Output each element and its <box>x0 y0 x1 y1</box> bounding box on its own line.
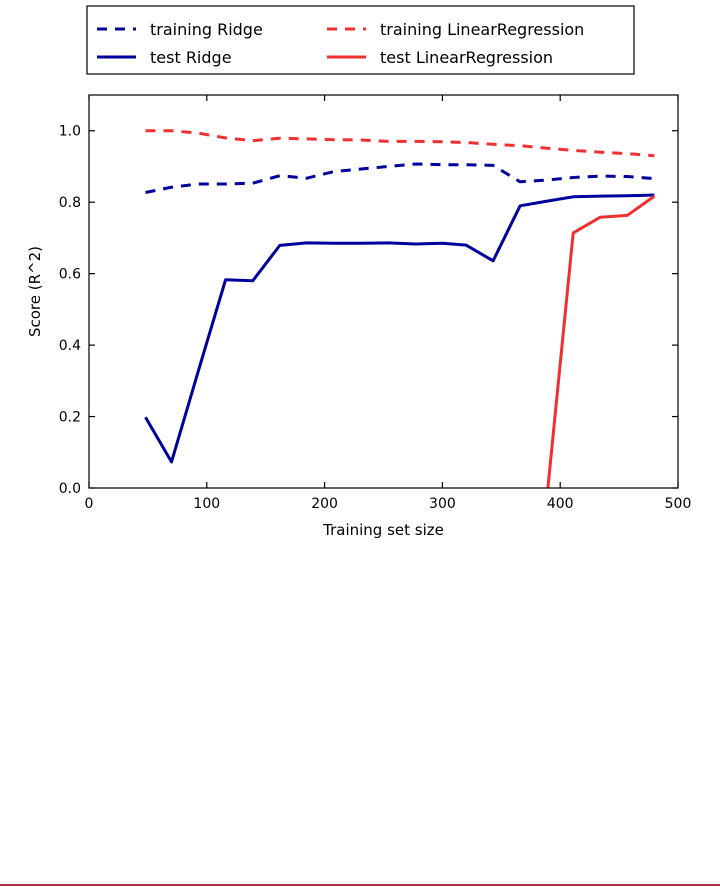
series-line-training-ridge <box>145 162 655 194</box>
x-tick-label: 400 <box>547 496 574 512</box>
legend-label-test-ridge: test Ridge <box>150 48 232 67</box>
page-bottom-rule <box>0 884 720 886</box>
x-tick-label: 300 <box>429 496 456 512</box>
y-tick-label: 0.8 <box>59 195 81 211</box>
x-tick-label: 0 <box>85 496 94 512</box>
y-tick-label: 0.2 <box>59 410 81 426</box>
y-tick-label: 1.0 <box>59 124 81 140</box>
plot-frame <box>88 94 679 489</box>
legend-label-training-ridge: training Ridge <box>150 20 263 39</box>
y-axis-label: Score (R^2) <box>26 246 44 337</box>
legend: training Ridge test Ridge training Linea… <box>86 5 635 75</box>
x-tick-label: 200 <box>311 496 338 512</box>
legend-box <box>86 5 635 75</box>
x-tick-label: 100 <box>193 496 220 512</box>
series-line-test-ridge <box>144 193 655 464</box>
y-tick-label: 0.6 <box>59 267 81 283</box>
axis-ticks: 0 100 200 300 400 500 0.0 0.2 0.4 0.6 0.8 1.0 <box>59 95 692 512</box>
series-line-training-linearregression <box>145 129 655 158</box>
legend-label-test-linear-regression: test LinearRegression <box>380 48 553 67</box>
y-tick-label: 0.4 <box>59 338 81 354</box>
series-layer <box>144 129 656 488</box>
y-tick-label: 0.0 <box>59 481 81 497</box>
x-tick-label: 500 <box>665 496 692 512</box>
legend-label-training-linear-regression: training LinearRegression <box>380 20 584 39</box>
series-line-test-linearregression <box>546 194 656 488</box>
x-axis-label: Training set size <box>322 521 444 539</box>
